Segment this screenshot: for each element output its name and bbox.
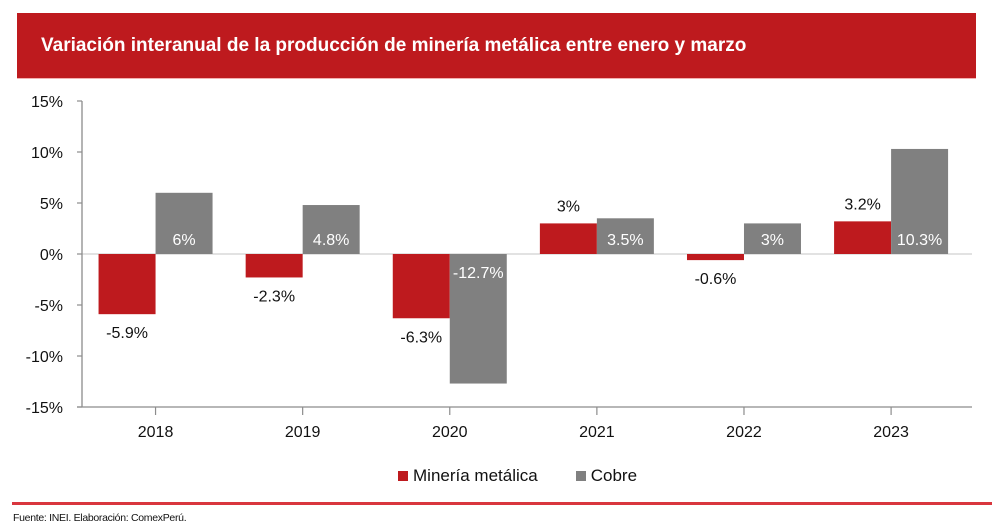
legend: Minería metálica Cobre bbox=[398, 466, 675, 486]
x-tick-label: 2018 bbox=[138, 424, 174, 441]
footer-divider bbox=[12, 502, 992, 505]
data-label-cobre: 10.3% bbox=[897, 232, 942, 249]
bar-cobre bbox=[891, 148, 949, 254]
y-tick-label: 0% bbox=[40, 247, 63, 264]
bar-chart: 15% 10% 5% 0% -5% -10% -15% 2018 2019 2020 2021 202… bbox=[26, 94, 972, 441]
y-tick-label: 5% bbox=[40, 196, 63, 213]
bar-mineria bbox=[686, 254, 744, 261]
y-tick-label: 10% bbox=[31, 145, 63, 162]
y-tick-label: 15% bbox=[31, 94, 63, 111]
data-label-cobre: 4.8% bbox=[313, 232, 349, 249]
x-tick-label: 2023 bbox=[873, 424, 909, 441]
bar-cobre bbox=[449, 254, 507, 384]
x-tick-label: 2020 bbox=[432, 424, 468, 441]
x-tick-label: 2022 bbox=[726, 424, 762, 441]
legend-item-mineria: Minería metálica bbox=[398, 466, 538, 486]
bar-mineria bbox=[834, 221, 892, 254]
bar-mineria bbox=[98, 254, 156, 315]
bar-mineria bbox=[392, 254, 450, 319]
bar-cobre bbox=[596, 218, 654, 254]
legend-item-cobre: Cobre bbox=[575, 466, 638, 486]
bar-mineria bbox=[245, 254, 303, 278]
bar-cobre bbox=[155, 192, 213, 254]
data-label-mineria: 3.2% bbox=[844, 196, 880, 213]
source-note: Fuente: INEI. Elaboración: ComexPerú. bbox=[13, 512, 187, 524]
legend-label-mineria: Minería metálica bbox=[413, 466, 538, 485]
bar-cobre bbox=[302, 205, 360, 254]
data-label-mineria: -2.3% bbox=[253, 288, 295, 305]
x-tick-label: 2019 bbox=[285, 424, 321, 441]
data-label-mineria: -6.3% bbox=[400, 329, 442, 346]
y-tick-label: -10% bbox=[26, 349, 63, 366]
data-label-cobre: 6% bbox=[172, 232, 195, 249]
data-label-mineria: -5.9% bbox=[106, 325, 148, 342]
legend-label-cobre: Cobre bbox=[590, 466, 638, 485]
data-label-cobre: 3% bbox=[761, 232, 784, 249]
data-label-cobre: 3.5% bbox=[607, 232, 643, 249]
legend-swatch-cobre bbox=[575, 471, 586, 481]
chart-title: Variación interanual de la producción de… bbox=[41, 35, 747, 56]
legend-swatch-mineria bbox=[398, 471, 408, 481]
data-label-cobre: -12.7% bbox=[453, 265, 504, 282]
bar-cobre bbox=[743, 223, 801, 254]
y-tick-label: -5% bbox=[35, 298, 63, 315]
x-tick-label: 2021 bbox=[579, 424, 615, 441]
bar-mineria bbox=[539, 223, 597, 254]
title-banner: Variación interanual de la producción de… bbox=[17, 13, 976, 79]
data-label-mineria: 3% bbox=[557, 198, 580, 215]
data-label-mineria: -0.6% bbox=[695, 271, 737, 288]
y-tick-label: -15% bbox=[26, 400, 63, 417]
